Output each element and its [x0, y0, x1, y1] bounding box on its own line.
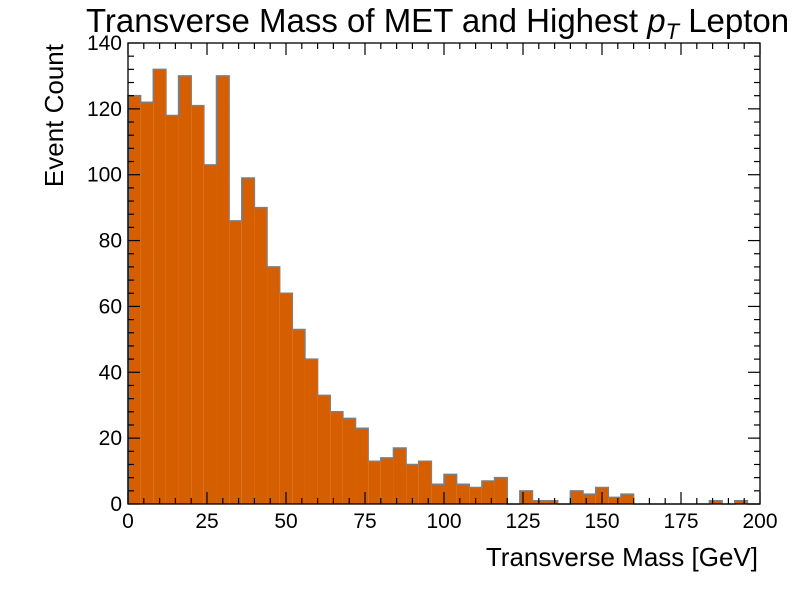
histogram-bar — [469, 487, 482, 504]
x-tick-label: 0 — [122, 510, 134, 533]
histogram-bar — [456, 484, 470, 504]
x-tick-label: 125 — [505, 510, 540, 533]
histogram-bar — [254, 207, 268, 504]
y-tick-label: 40 — [99, 361, 122, 384]
x-tick-label: 150 — [584, 510, 619, 533]
x-tick-label: 50 — [274, 510, 297, 533]
histogram-bar — [431, 484, 444, 504]
histogram-bar — [216, 75, 230, 504]
axis-tick-labels: 0 25 50 75 100 125 150 175 200 0 20 40 60 80 100 120 140 — [87, 32, 778, 533]
histogram-bar — [153, 69, 166, 504]
title-t-subscript: T — [666, 19, 681, 44]
histogram-bar — [140, 102, 154, 505]
histogram-bar — [191, 105, 204, 505]
histogram-bar — [267, 266, 280, 504]
histogram-outline — [127, 68, 760, 505]
histogram-bar — [229, 220, 242, 505]
x-tick-label: 75 — [353, 510, 376, 533]
histogram-bar — [342, 418, 356, 504]
y-tick-label: 20 — [99, 427, 122, 450]
y-tick-label: 80 — [99, 230, 122, 253]
histogram-bar — [481, 480, 495, 504]
histogram-bar — [165, 115, 179, 504]
histogram-bar — [292, 329, 305, 504]
histogram-bar — [709, 500, 723, 504]
histogram-bar — [203, 164, 217, 505]
x-tick-label: 175 — [663, 510, 698, 533]
histogram-bar — [304, 359, 318, 504]
histogram-bar — [583, 494, 596, 504]
histogram-bar — [380, 457, 394, 504]
histogram-bar — [330, 411, 343, 504]
y-tick-label: 0 — [110, 493, 122, 516]
histogram-bar — [406, 464, 419, 504]
axis-ticks — [127, 42, 761, 505]
plot-frame — [127, 42, 761, 505]
histogram-bar — [418, 461, 432, 504]
histogram-bar — [393, 448, 407, 504]
histogram-bar — [241, 178, 255, 504]
histogram-bars — [127, 68, 760, 505]
y-axis-label: Event Count — [39, 43, 69, 187]
y-tick-label: 100 — [87, 164, 122, 187]
histogram-bar — [178, 75, 192, 504]
x-tick-label: 200 — [742, 510, 777, 533]
title-p-symbol: p — [646, 2, 665, 39]
histogram-bar — [494, 477, 508, 504]
x-axis-label: Transverse Mass [GeV] — [486, 542, 758, 572]
histogram-bar — [355, 428, 369, 504]
histogram-bar — [317, 395, 331, 504]
y-tick-label: 140 — [87, 32, 122, 55]
histogram-bar — [545, 500, 558, 504]
x-tick-label: 25 — [195, 510, 218, 533]
histogram-bar — [444, 474, 457, 504]
histogram-bar — [620, 494, 634, 504]
histogram-bar — [608, 497, 621, 504]
y-tick-label: 60 — [99, 295, 122, 318]
histogram-bar — [128, 95, 141, 504]
x-tick-label: 100 — [426, 510, 461, 533]
title-end: Lepton — [679, 2, 789, 39]
histogram-bar — [570, 490, 584, 504]
histogram-bar — [519, 490, 533, 504]
y-tick-label: 120 — [87, 98, 122, 121]
chart-title: Transverse Mass of MET and Highest pT Le… — [86, 2, 789, 44]
histogram-bar — [368, 461, 381, 504]
histogram-bar — [734, 500, 748, 504]
histogram-bar — [279, 293, 293, 504]
title-main: Transverse Mass of MET and Highest — [86, 2, 647, 39]
